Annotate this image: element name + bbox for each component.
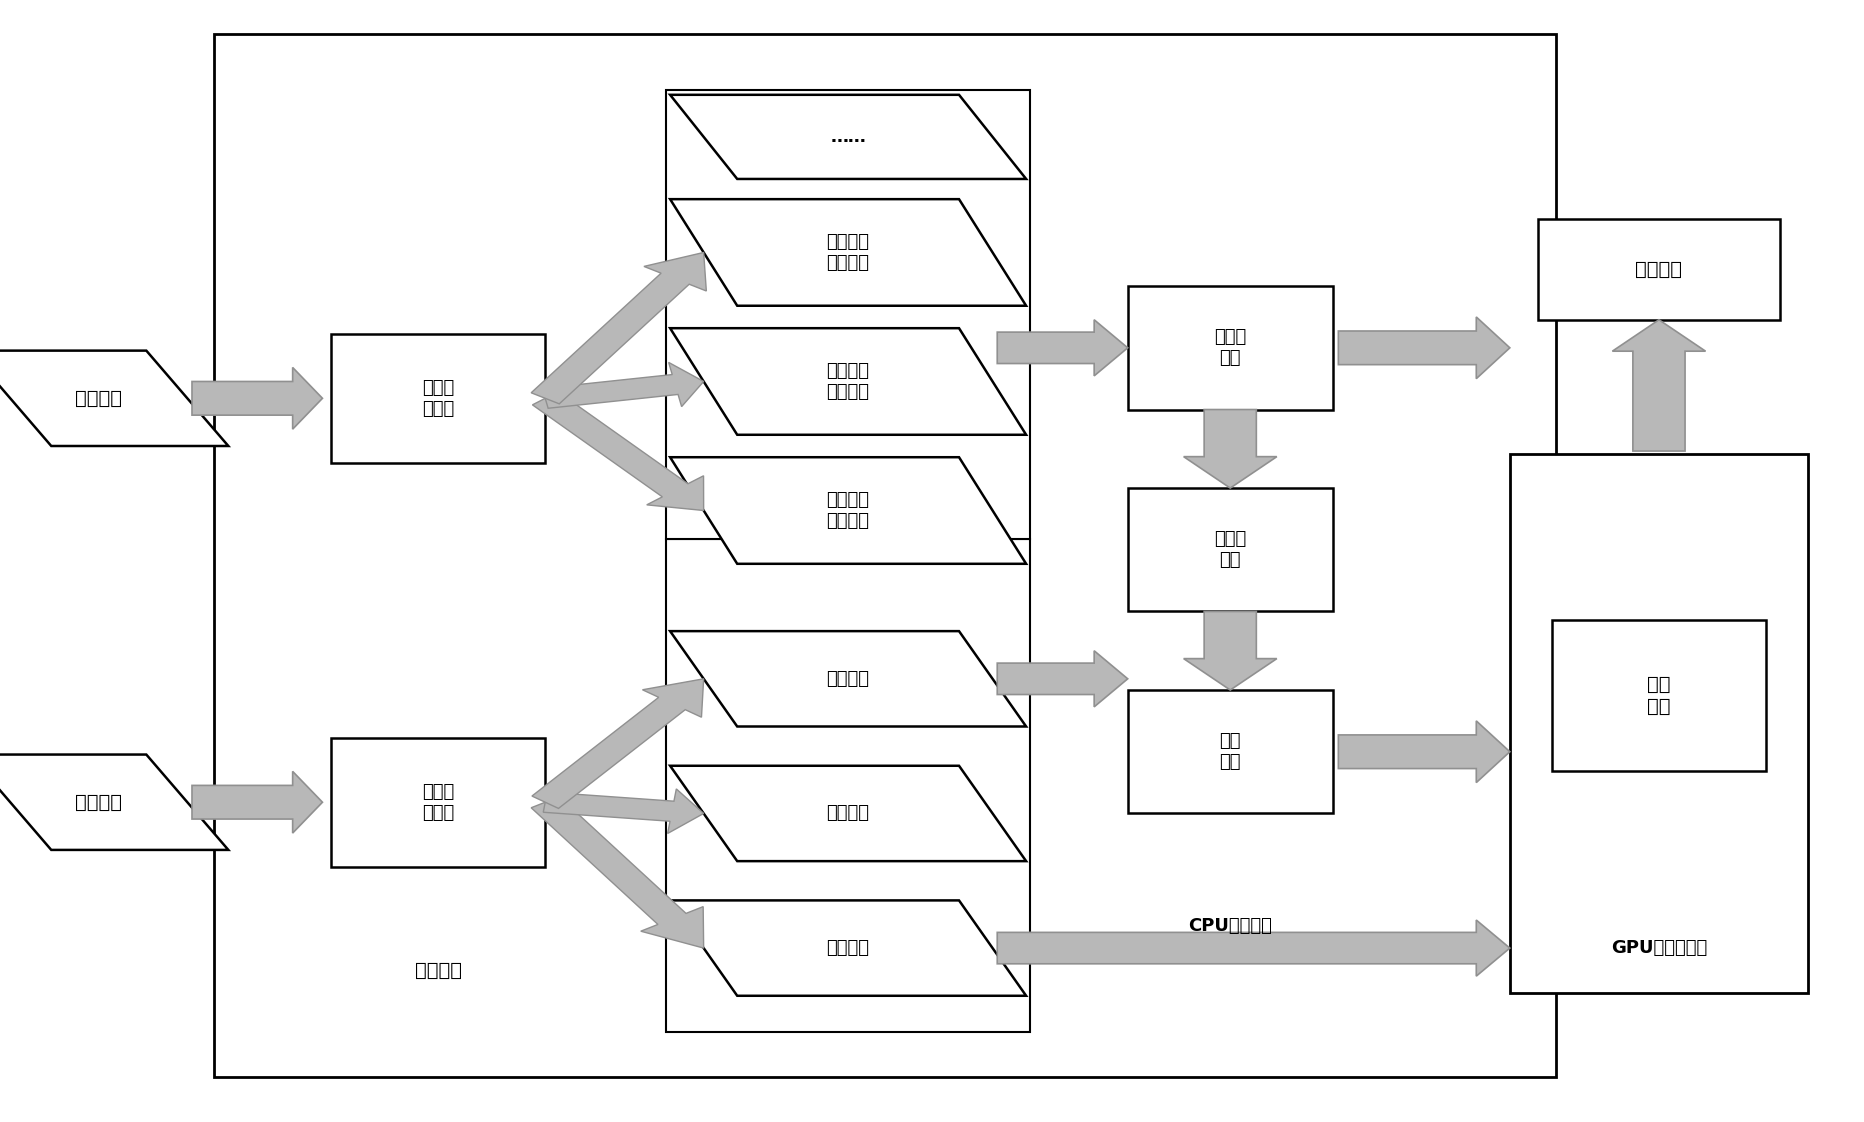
Polygon shape [997,651,1128,707]
Text: 载入管理: 载入管理 [414,962,462,980]
Bar [1538,219,1780,320]
Text: 动画一关
键帧信息: 动画一关 键帧信息 [826,491,870,530]
Text: 查找关
键帧: 查找关 键帧 [1213,329,1247,367]
Text: GPU顶点着色器: GPU顶点着色器 [1610,939,1707,957]
Text: 动画三关
键帧信息: 动画三关 键帧信息 [826,233,870,272]
Polygon shape [671,95,1025,178]
Text: 模型数据: 模型数据 [75,793,123,811]
Polygon shape [531,252,706,404]
Bar [1510,454,1808,993]
Polygon shape [671,200,1025,306]
Text: ……: …… [829,128,867,146]
Polygon shape [671,458,1025,563]
Polygon shape [0,350,227,447]
Polygon shape [671,328,1025,435]
Polygon shape [671,765,1025,862]
Polygon shape [1338,720,1510,783]
Polygon shape [192,368,322,429]
Bar [330,334,544,462]
Polygon shape [1338,318,1510,379]
Bar [667,90,1031,539]
Text: 关键帧
插值: 关键帧 插值 [1213,531,1247,569]
Polygon shape [1612,320,1706,451]
Polygon shape [192,772,322,833]
Bar [1128,690,1333,813]
Polygon shape [997,920,1510,976]
Bar [1551,619,1765,772]
Bar [330,738,544,867]
Polygon shape [1184,611,1277,690]
Text: CPU驱动管理: CPU驱动管理 [1189,917,1271,935]
Text: 动画数
据载入: 动画数 据载入 [421,379,455,417]
Bar [667,539,1031,1032]
Polygon shape [997,320,1128,376]
Polygon shape [533,392,705,511]
Text: 动画二关
键帧信息: 动画二关 键帧信息 [826,362,870,401]
Bar [214,34,1556,1077]
Text: 模型数
据载入: 模型数 据载入 [421,783,455,821]
Polygon shape [1184,410,1277,488]
Text: 更新
顶点: 更新 顶点 [1648,675,1670,716]
Text: 动画数据: 动画数据 [75,389,123,407]
Polygon shape [0,755,227,850]
Text: 片段处理: 片段处理 [1635,260,1683,278]
Bar [1128,286,1333,410]
Polygon shape [531,797,705,948]
Polygon shape [542,362,705,408]
Text: 更新
骨骼: 更新 骨骼 [1219,733,1241,771]
Bar [1128,488,1333,611]
Text: 骨骼层次: 骨骼层次 [826,670,870,688]
Polygon shape [671,900,1025,996]
Polygon shape [671,631,1025,727]
Polygon shape [531,679,705,809]
Polygon shape [542,789,705,834]
Text: 模型网格: 模型网格 [826,939,870,957]
Text: 索引数据: 索引数据 [826,804,870,822]
